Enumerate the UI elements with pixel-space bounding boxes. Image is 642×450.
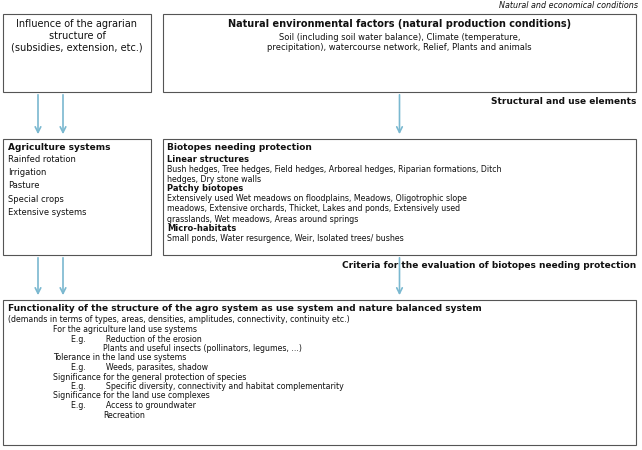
Text: Structural and use elements: Structural and use elements — [490, 97, 636, 106]
Text: Extensively used Wet meadows on floodplains, Meadows, Oligotrophic slope
meadows: Extensively used Wet meadows on floodpla… — [167, 194, 467, 224]
Text: E.g.        Specific diversity, connectivity and habitat complementarity: E.g. Specific diversity, connectivity an… — [71, 382, 343, 391]
Text: Influence of the agrarian
structure of
(subsidies, extension, etc.): Influence of the agrarian structure of (… — [11, 19, 143, 52]
Text: E.g.        Access to groundwater: E.g. Access to groundwater — [71, 401, 196, 410]
Text: Functionality of the structure of the agro system as use system and nature balan: Functionality of the structure of the ag… — [8, 304, 482, 313]
Text: Plants and useful insects (pollinators, legumes, ...): Plants and useful insects (pollinators, … — [103, 344, 302, 353]
Text: Patchy biotopes: Patchy biotopes — [167, 184, 243, 193]
Text: Criteria for the evaluation of biotopes needing protection: Criteria for the evaluation of biotopes … — [342, 261, 636, 270]
FancyBboxPatch shape — [163, 14, 636, 92]
Text: Significance for the general protection of species: Significance for the general protection … — [53, 373, 247, 382]
Text: Soil (including soil water balance), Climate (temperature,
precipitation), water: Soil (including soil water balance), Cli… — [267, 33, 532, 52]
Text: Recreation: Recreation — [103, 410, 145, 419]
Text: Small ponds, Water resurgence, Weir, Isolated trees/ bushes: Small ponds, Water resurgence, Weir, Iso… — [167, 234, 404, 243]
Text: Natural environmental factors (natural production conditions): Natural environmental factors (natural p… — [228, 19, 571, 29]
FancyBboxPatch shape — [3, 300, 636, 445]
Text: Biotopes needing protection: Biotopes needing protection — [167, 143, 312, 152]
Text: E.g.        Reduction of the erosion: E.g. Reduction of the erosion — [71, 334, 202, 343]
Text: Natural and economical conditions: Natural and economical conditions — [499, 1, 638, 10]
Text: Rainfed rotation
Irrigation
Pasture
Special crops
Extensive systems: Rainfed rotation Irrigation Pasture Spec… — [8, 155, 87, 217]
Text: Bush hedges, Tree hedges, Field hedges, Arboreal hedges, Riparian formations, Di: Bush hedges, Tree hedges, Field hedges, … — [167, 165, 501, 184]
Text: Significance for the land use complexes: Significance for the land use complexes — [53, 392, 210, 400]
FancyBboxPatch shape — [3, 14, 151, 92]
FancyBboxPatch shape — [3, 139, 151, 255]
Text: Tolerance in the land use systems: Tolerance in the land use systems — [53, 354, 186, 363]
Text: Micro-habitats: Micro-habitats — [167, 224, 236, 233]
Text: Linear structures: Linear structures — [167, 155, 249, 164]
FancyBboxPatch shape — [163, 139, 636, 255]
Text: For the agriculture land use systems: For the agriculture land use systems — [53, 325, 197, 334]
Text: (demands in terms of types, areas, densities, amplitudes, connectivity, continui: (demands in terms of types, areas, densi… — [8, 315, 350, 324]
Text: E.g.        Weeds, parasites, shadow: E.g. Weeds, parasites, shadow — [71, 363, 208, 372]
Text: Agriculture systems: Agriculture systems — [8, 143, 110, 152]
